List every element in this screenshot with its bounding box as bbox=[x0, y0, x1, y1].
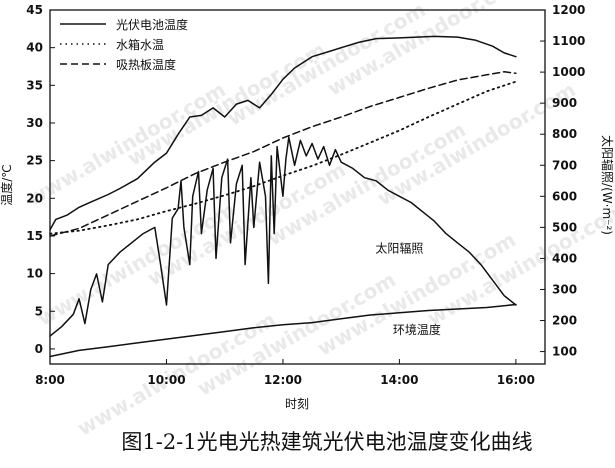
plot-frame bbox=[49, 9, 546, 365]
y-right-tick-label: 800 bbox=[552, 127, 577, 141]
y-right-tick-label: 400 bbox=[552, 251, 577, 265]
y-left-tick-label: 15 bbox=[26, 229, 43, 243]
y-left-tick-label: 5 bbox=[35, 304, 43, 318]
x-tick-label: 14:00 bbox=[380, 373, 418, 387]
y-axis-left-label: 温度/℃ bbox=[0, 164, 14, 206]
series-line-2 bbox=[49, 71, 517, 237]
y-right-tick-label: 100 bbox=[552, 345, 577, 359]
watermark-text: www.alwindoor.com bbox=[373, 77, 579, 210]
series-line-4 bbox=[49, 303, 517, 358]
x-tick-label: 10:00 bbox=[147, 373, 185, 387]
series-line-0 bbox=[49, 35, 517, 231]
y-right-tick-label: 300 bbox=[552, 282, 577, 296]
legend-label: 光伏电池温度 bbox=[116, 17, 188, 32]
y-right-tick-label: 1200 bbox=[552, 3, 585, 17]
watermark-text: www.alwindoor.com bbox=[33, 197, 239, 330]
series-line-1 bbox=[49, 80, 517, 235]
legend-label: 吸热板温度 bbox=[116, 57, 176, 72]
y-left-tick-label: 25 bbox=[26, 154, 43, 168]
legend-label: 水箱水温 bbox=[116, 37, 164, 52]
y-right-tick-label: 1000 bbox=[552, 65, 585, 79]
annotation-label: 太阳辐照 bbox=[375, 241, 423, 256]
axes-layer: 8:00 10:00 12:00 14:00 16:00 0 5 10 15 20 25 30 35 40… bbox=[26, 3, 585, 387]
y-left-tick-label: 20 bbox=[26, 191, 43, 205]
y-right-tick-label: 900 bbox=[552, 96, 577, 110]
annotation-label: 环境温度 bbox=[393, 322, 441, 337]
y-left-tick-label: 30 bbox=[26, 116, 43, 130]
series-layer bbox=[49, 35, 517, 358]
y-left-tick-label: 45 bbox=[26, 3, 43, 17]
y-right-tick-label: 500 bbox=[552, 220, 577, 234]
y-left-tick-label: 35 bbox=[26, 78, 43, 92]
y-left-tick-label: 10 bbox=[26, 267, 43, 281]
y-right-tick-label: 600 bbox=[552, 189, 577, 203]
x-axis-label: 时刻 bbox=[285, 397, 309, 411]
y-left-tick-label: 0 bbox=[35, 342, 43, 356]
series-line-3 bbox=[49, 136, 517, 337]
y-axis-right-label: 太阳辐照/(W·m⁻²) bbox=[600, 135, 615, 235]
x-tick-label: 12:00 bbox=[264, 373, 302, 387]
plot-border bbox=[49, 9, 546, 365]
figure-caption: 图1-2-1光电光热建筑光伏电池温度变化曲线 bbox=[121, 430, 532, 454]
y-right-tick-label: 1100 bbox=[552, 34, 585, 48]
y-right-tick-label: 200 bbox=[552, 314, 577, 328]
y-left-tick-label: 40 bbox=[26, 41, 43, 55]
watermark-text: www.alwindoor.com bbox=[223, 0, 429, 130]
x-tick-label: 8:00 bbox=[35, 373, 65, 387]
y-right-tick-label: 700 bbox=[552, 158, 577, 172]
x-tick-label: 16:00 bbox=[497, 373, 535, 387]
